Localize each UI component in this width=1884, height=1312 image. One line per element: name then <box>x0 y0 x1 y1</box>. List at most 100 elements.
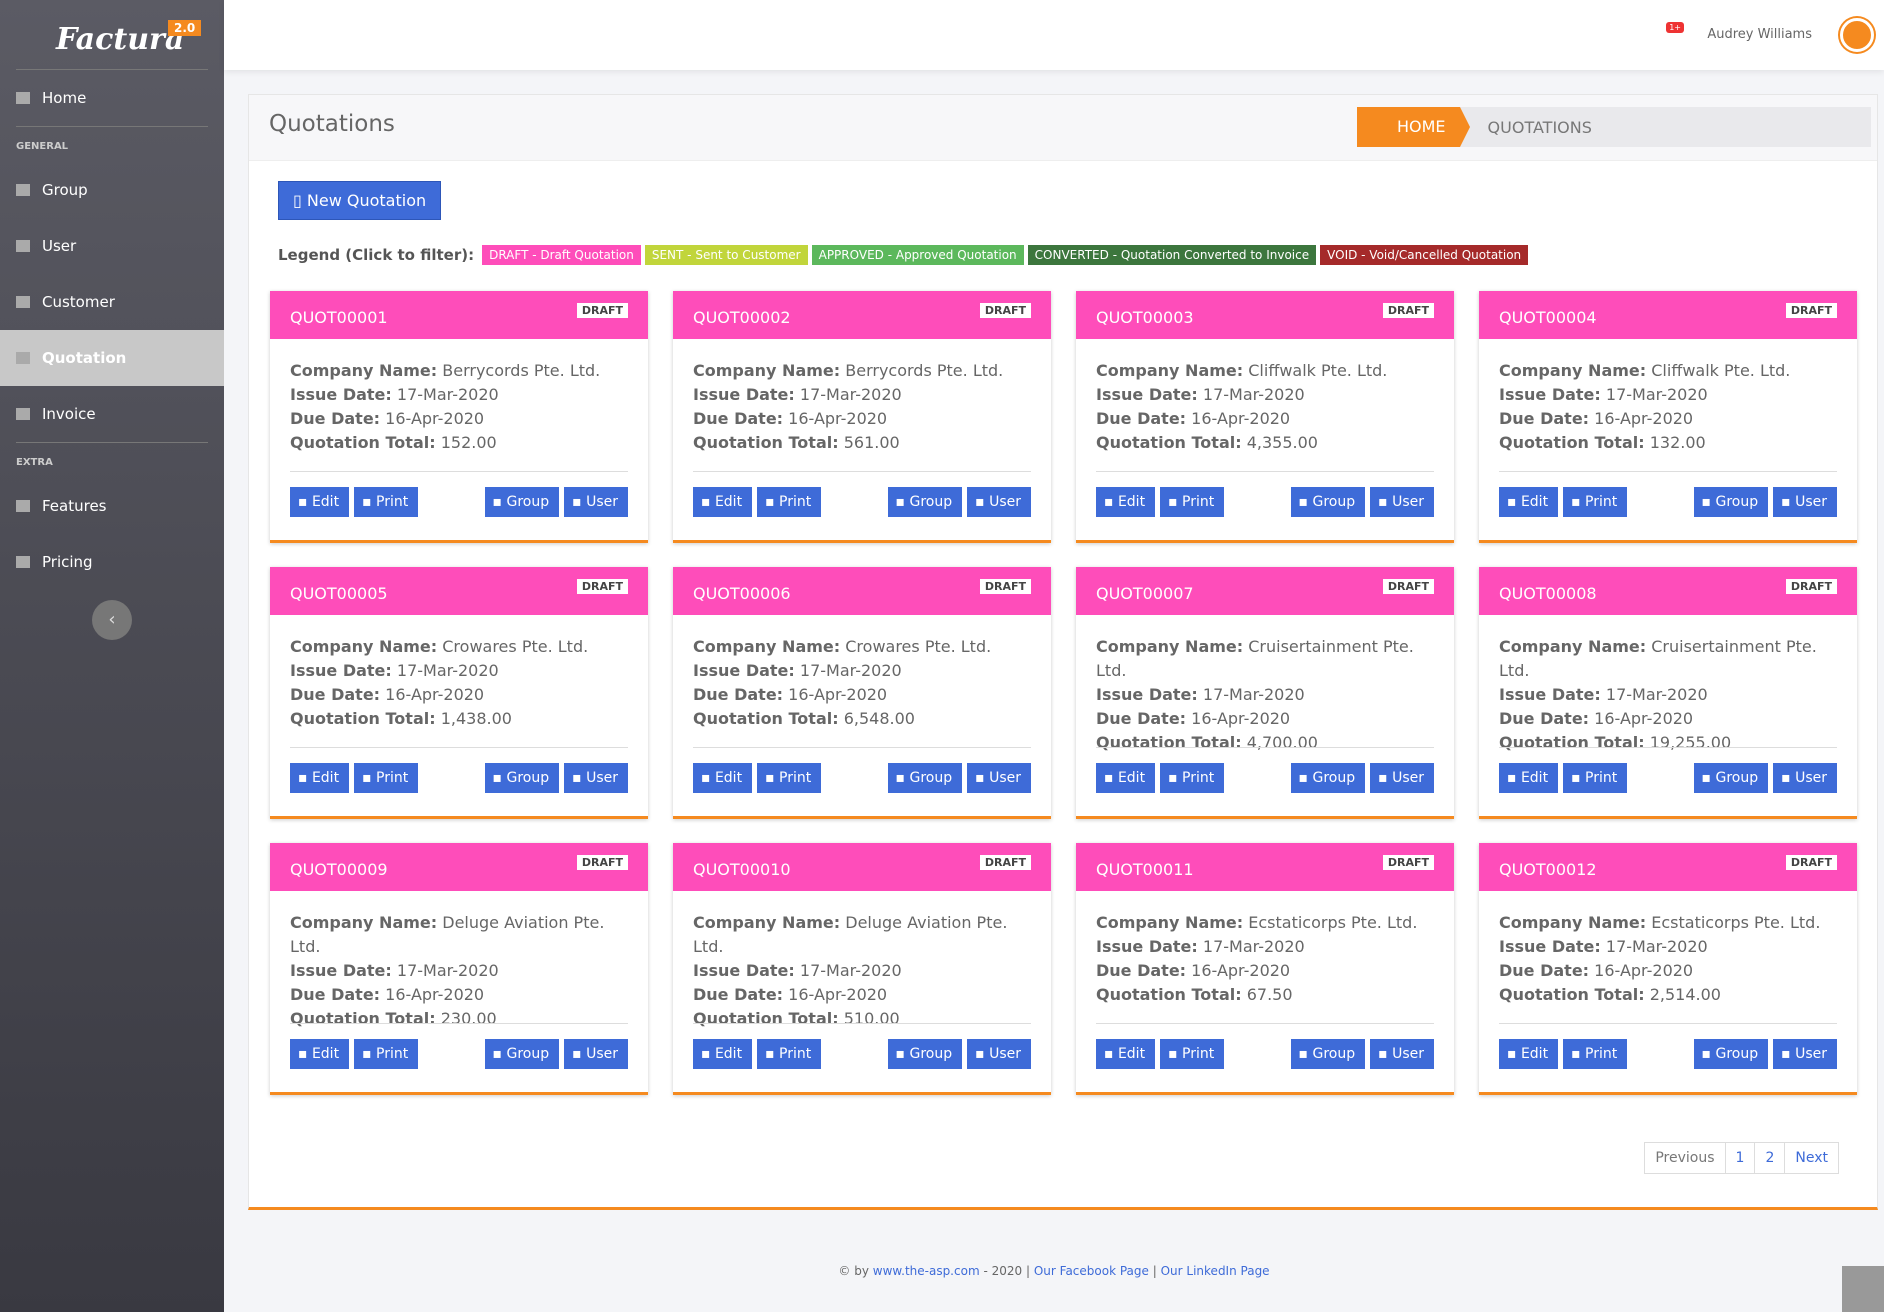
legend-item[interactable]: DRAFT - Draft Quotation <box>482 245 641 265</box>
collapse-button[interactable]: ‹ <box>92 600 132 640</box>
card-button[interactable]: ▪ Print <box>757 487 822 517</box>
card-button[interactable]: ▪ Edit <box>290 763 350 793</box>
card-button[interactable]: ▪ Group <box>1693 763 1769 793</box>
card-button[interactable]: ▪ Edit <box>1096 487 1156 517</box>
legend-item[interactable]: CONVERTED - Quotation Converted to Invoi… <box>1027 245 1317 265</box>
card-button[interactable]: ▪ User <box>1773 1039 1837 1069</box>
field: Quotation Total: 6,548.00 <box>693 707 1031 731</box>
card-button[interactable]: ▪ Print <box>1563 487 1628 517</box>
card-button[interactable]: ▪ Edit <box>693 487 753 517</box>
to-top[interactable] <box>1842 1266 1884 1312</box>
card-button[interactable]: ▪ Print <box>354 1039 419 1069</box>
card-button[interactable]: ▪ Edit <box>290 487 350 517</box>
card-button[interactable]: ▪ User <box>1773 487 1837 517</box>
nav-item[interactable]: Home <box>0 70 224 126</box>
card-button[interactable]: ▪ Edit <box>1096 763 1156 793</box>
nav-item[interactable]: User <box>0 218 224 274</box>
page-link[interactable]: Next <box>1784 1143 1838 1173</box>
avatar[interactable] <box>1840 18 1874 52</box>
card-button[interactable]: ▪ Edit <box>693 1039 753 1069</box>
nav-item[interactable]: Customer <box>0 274 224 330</box>
card-button[interactable]: ▪ Edit <box>1499 487 1559 517</box>
page-link[interactable]: 1 <box>1724 1143 1755 1173</box>
card-button[interactable]: ▪ Group <box>484 763 560 793</box>
card-button[interactable]: ▪ User <box>564 763 628 793</box>
footer-text[interactable]: Our LinkedIn Page <box>1160 1264 1270 1278</box>
field-label: Due Date: <box>1096 961 1187 980</box>
breadcrumb: HOME QUOTATIONS <box>1357 107 1871 147</box>
card-button[interactable]: ▪ Print <box>757 1039 822 1069</box>
field-value: 17-Mar-2020 <box>1202 685 1305 704</box>
page-link[interactable]: 2 <box>1754 1143 1784 1173</box>
card-button[interactable]: ▪ Edit <box>1096 1039 1156 1069</box>
card: QUOT00010 DRAFT Company Name: Deluge Aviat… <box>673 843 1051 1095</box>
card-button[interactable]: ▪ User <box>967 763 1031 793</box>
card-button[interactable]: ▪ User <box>564 487 628 517</box>
field: Due Date: 16-Apr-2020 <box>1096 407 1434 431</box>
card-button[interactable]: ▪ Group <box>887 1039 963 1069</box>
card-button[interactable]: ▪ User <box>967 1039 1031 1069</box>
field-label: Issue Date: <box>693 385 795 404</box>
footer-text[interactable]: Our Facebook Page <box>1033 1264 1149 1278</box>
card-button[interactable]: ▪ Group <box>887 763 963 793</box>
field-value: 17-Mar-2020 <box>1605 685 1708 704</box>
field-label: Due Date: <box>290 685 381 704</box>
card-button[interactable]: ▪ User <box>1773 763 1837 793</box>
field-value: 16-Apr-2020 <box>788 685 888 704</box>
card-button[interactable]: ▪ Group <box>1693 1039 1769 1069</box>
card-button[interactable]: ▪ Group <box>1290 763 1366 793</box>
card-button[interactable]: ▪ Print <box>1563 763 1628 793</box>
nav-item[interactable]: Group <box>0 162 224 218</box>
label: Group <box>909 770 953 786</box>
card-header: QUOT00002 DRAFT <box>673 291 1051 339</box>
card-button[interactable]: ▪ User <box>1370 1039 1434 1069</box>
card-button[interactable]: ▪ Group <box>1290 1039 1366 1069</box>
card-button[interactable]: ▪ Group <box>1693 487 1769 517</box>
card-button[interactable]: ▪ User <box>967 487 1031 517</box>
card-button[interactable]: ▪ Group <box>1290 487 1366 517</box>
field: Quotation Total: 4,355.00 <box>1096 431 1434 455</box>
legend-item[interactable]: APPROVED - Approved Quotation <box>811 245 1024 265</box>
legend-title: Legend (Click to filter): <box>278 246 475 264</box>
new-button[interactable]: ▯ New Quotation <box>278 181 442 220</box>
user-name[interactable]: Audrey Williams <box>1707 27 1812 42</box>
card-button[interactable]: ▪ Edit <box>290 1039 350 1069</box>
nav-item[interactable]: Invoice <box>0 386 224 442</box>
page-link[interactable]: Previous <box>1655 1150 1715 1166</box>
card-button[interactable]: ▪ Group <box>484 1039 560 1069</box>
card-button[interactable]: ▪ Edit <box>693 763 753 793</box>
field-value: 19,255.00 <box>1649 733 1732 752</box>
card-button[interactable]: ▪ Print <box>757 763 822 793</box>
card-button[interactable]: ▪ Group <box>484 487 560 517</box>
card-button[interactable]: ▪ User <box>1370 763 1434 793</box>
field-label: Quotation Total: <box>290 1009 436 1028</box>
footer-text[interactable]: www.the-asp.com <box>872 1264 980 1278</box>
field: Quotation Total: 4,700.00 <box>1096 731 1434 755</box>
card-button[interactable]: ▪ User <box>1370 487 1434 517</box>
nav-item[interactable]: Quotation <box>0 330 224 386</box>
card-button[interactable]: ▪ Print <box>354 487 419 517</box>
field-label: Quotation Total: <box>693 709 839 728</box>
field-value: 16-Apr-2020 <box>788 985 888 1004</box>
card-button[interactable]: ▪ User <box>564 1039 628 1069</box>
card: QUOT00003 DRAFT Company Name: Cliffwalk Pt… <box>1076 291 1454 543</box>
card-button[interactable]: ▪ Print <box>1563 1039 1628 1069</box>
nav-item[interactable]: Features <box>0 478 224 534</box>
crumb-home[interactable]: HOME <box>1357 107 1470 147</box>
nav-item[interactable]: Pricing <box>0 534 224 590</box>
label: Group <box>1715 1046 1759 1062</box>
field-label: Issue Date: <box>290 385 392 404</box>
label: Edit <box>311 1046 340 1062</box>
card-button[interactable]: ▪ Print <box>1160 1039 1225 1069</box>
card-button[interactable]: ▪ Edit <box>1499 763 1559 793</box>
card-button[interactable]: ▪ Print <box>354 763 419 793</box>
card-button[interactable]: ▪ Group <box>887 487 963 517</box>
card-button[interactable]: ▪ Print <box>1160 487 1225 517</box>
badge[interactable]: 1+ <box>1666 22 1684 33</box>
legend-item[interactable]: SENT - Sent to Customer <box>644 245 808 265</box>
card-button[interactable]: ▪ Print <box>1160 763 1225 793</box>
legend-item[interactable]: VOID - Void/Cancelled Quotation <box>1320 245 1529 265</box>
field-label: Company Name: <box>693 637 841 656</box>
card-button[interactable]: ▪ Edit <box>1499 1039 1559 1069</box>
label: User <box>586 494 618 510</box>
